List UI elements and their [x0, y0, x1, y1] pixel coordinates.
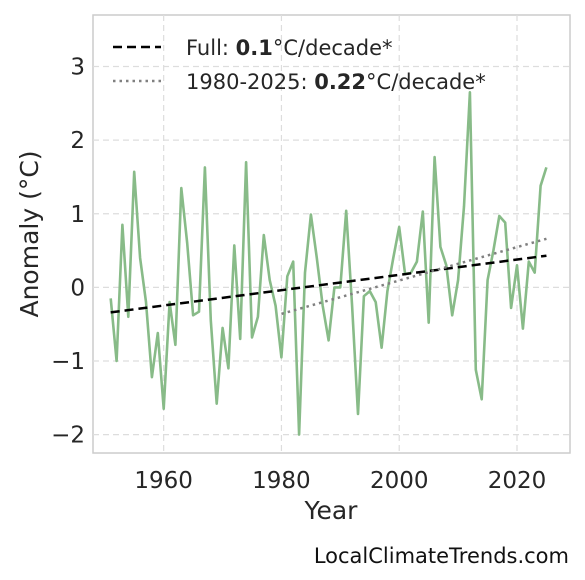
legend-entry-recent: 1980-2025: 0.22°C/decade* — [186, 70, 486, 94]
site-credit: LocalClimateTrends.com — [313, 544, 569, 568]
legend-recent-rate: 0.22 — [314, 70, 366, 94]
tick-labels: 1960 1980 2000 2020 −2 −1 0 1 2 3 — [51, 55, 546, 494]
legend-recent-suffix: °C/decade* — [366, 70, 486, 94]
legend: Full: 0.1°C/decade* 1980-2025: 0.22°C/de… — [113, 36, 486, 94]
x-axis-label: Year — [304, 496, 359, 525]
recent-trend-line — [281, 237, 547, 316]
legend-recent-prefix: 1980-2025: — [186, 70, 314, 94]
y-tick-label: −2 — [51, 423, 85, 449]
data-series — [109, 91, 548, 436]
grid — [93, 15, 570, 453]
legend-full-prefix: Full: — [186, 36, 236, 60]
x-tick-label: 1980 — [252, 468, 311, 494]
legend-full-suffix: °C/decade* — [273, 36, 393, 60]
y-tick-label: −1 — [51, 349, 85, 375]
trend-lines — [110, 237, 547, 316]
y-tick-label: 2 — [70, 128, 85, 154]
legend-entry-full: Full: 0.1°C/decade* — [186, 36, 393, 60]
legend-full-rate: 0.1 — [236, 36, 273, 60]
x-tick-label: 2020 — [488, 468, 547, 494]
anomaly-series-line — [109, 91, 548, 436]
plot-area — [92, 14, 571, 454]
x-tick-label: 2000 — [370, 468, 429, 494]
full-trend-line — [110, 254, 547, 314]
y-tick-label: 3 — [70, 55, 85, 81]
x-tick-label: 1960 — [134, 468, 193, 494]
y-axis-label: Anomaly (°C) — [15, 150, 44, 317]
y-tick-label: 1 — [70, 202, 85, 228]
y-tick-label: 0 — [70, 275, 85, 301]
